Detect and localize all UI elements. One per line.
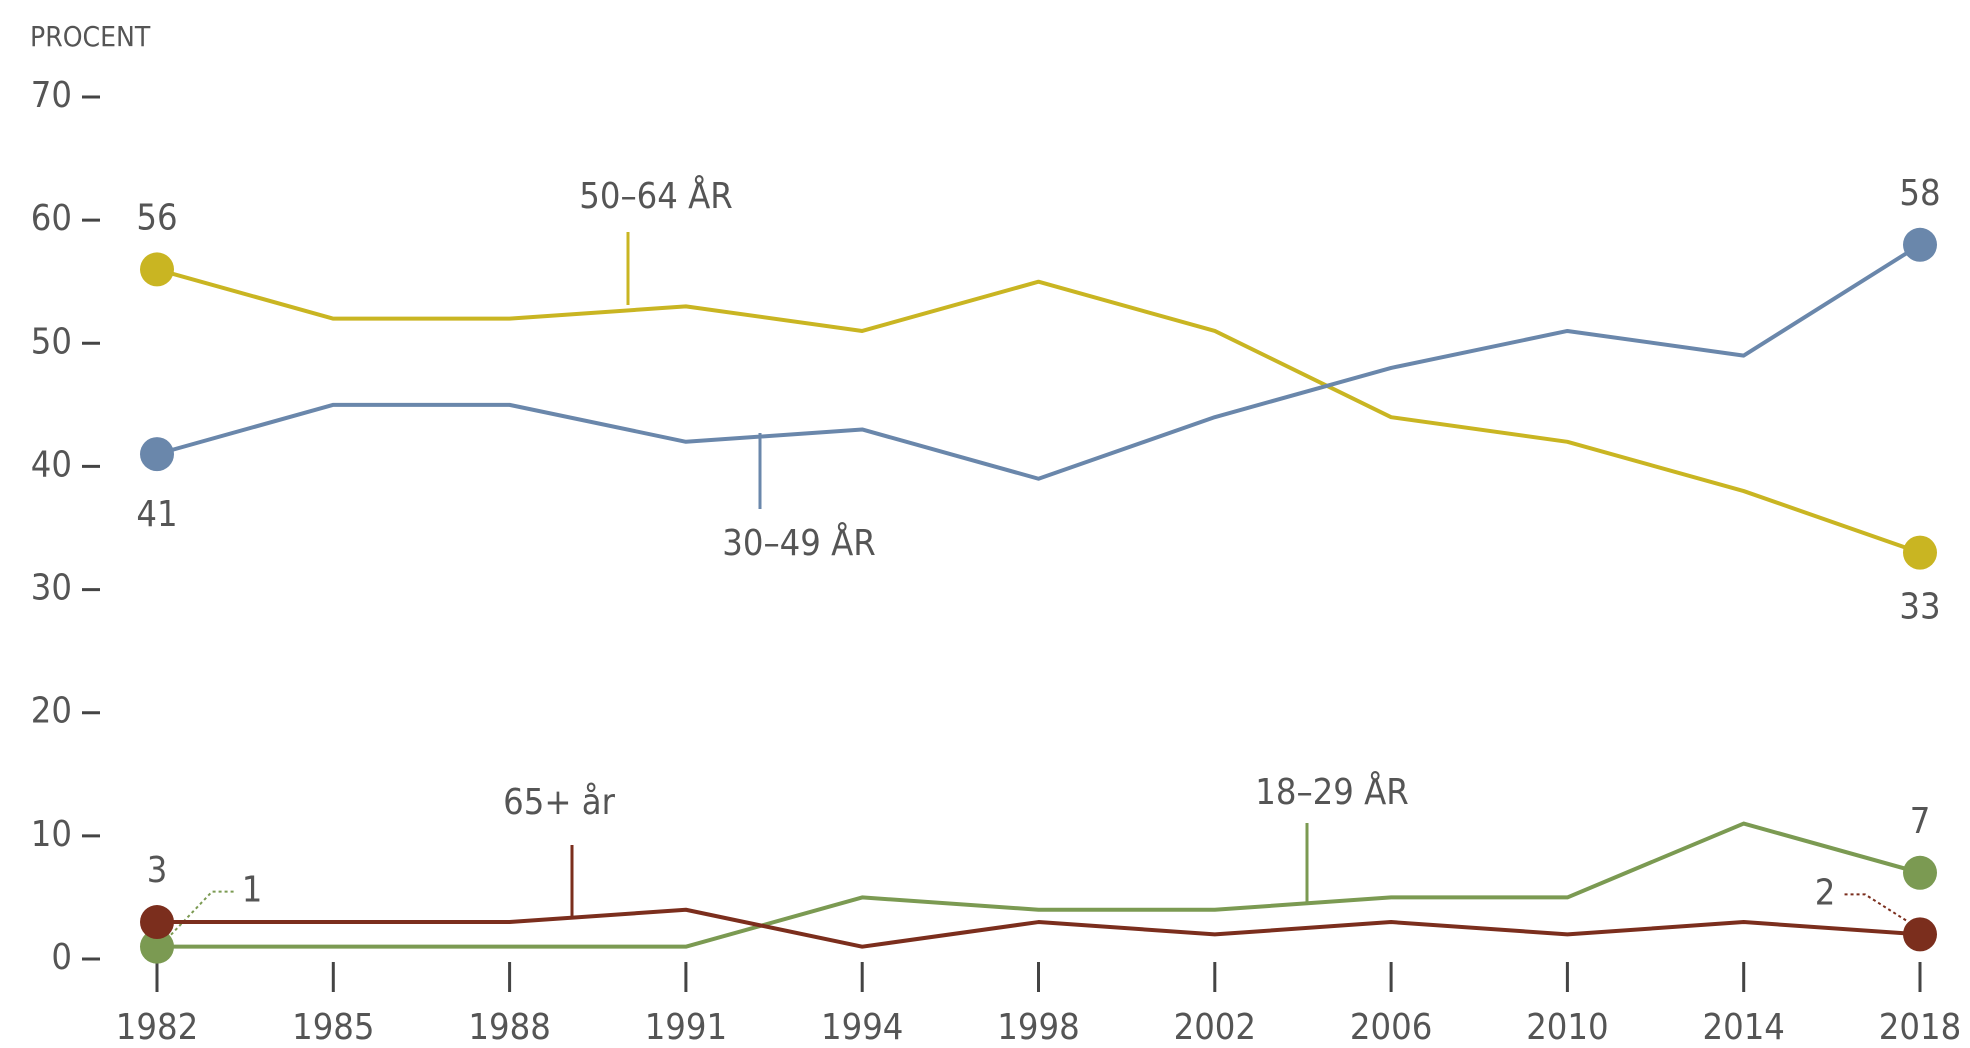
y-tick-label: 50 bbox=[31, 321, 72, 362]
y-tick-label: 40 bbox=[31, 444, 72, 485]
label-leader bbox=[1843, 893, 1907, 922]
x-tick-label: 2014 bbox=[1702, 1007, 1784, 1048]
x-tick-label: 1991 bbox=[645, 1007, 727, 1048]
end-point bbox=[140, 252, 174, 287]
data-label: 7 bbox=[1910, 801, 1931, 842]
series-label: 18–29 ÅR bbox=[1255, 770, 1409, 813]
data-label: 56 bbox=[136, 197, 177, 238]
y-tick-label: 60 bbox=[31, 198, 72, 239]
end-point bbox=[1903, 855, 1937, 890]
data-label: 2 bbox=[1815, 872, 1836, 913]
x-tick-label: 2018 bbox=[1879, 1007, 1961, 1048]
series-label: 30–49 ÅR bbox=[722, 521, 876, 564]
series-line bbox=[156, 267, 1921, 555]
x-tick-label: 2010 bbox=[1526, 1007, 1608, 1048]
end-point bbox=[1903, 535, 1937, 570]
x-tick-label: 1982 bbox=[116, 1007, 198, 1048]
x-tick-label: 2006 bbox=[1350, 1007, 1432, 1048]
y-tick-label: 0 bbox=[51, 937, 72, 978]
x-tick-label: 1985 bbox=[292, 1007, 374, 1048]
series-line bbox=[157, 907, 1921, 949]
x-tick-label: 2002 bbox=[1174, 1007, 1256, 1048]
data-label: 33 bbox=[1899, 587, 1940, 628]
y-tick-label: 70 bbox=[31, 75, 72, 116]
y-axis-label: PROCENT bbox=[30, 20, 151, 53]
x-tick-label: 1994 bbox=[821, 1007, 903, 1048]
end-point bbox=[140, 905, 174, 940]
series-label: 65+ år bbox=[503, 782, 615, 823]
end-point bbox=[140, 929, 174, 964]
label-leader bbox=[170, 890, 234, 936]
data-label: 58 bbox=[1899, 173, 1940, 214]
data-label: 41 bbox=[136, 494, 177, 535]
data-label: 1 bbox=[242, 870, 263, 911]
x-tick-label: 1998 bbox=[997, 1007, 1079, 1048]
x-tick-label: 1988 bbox=[468, 1007, 550, 1048]
y-tick-label: 20 bbox=[31, 691, 72, 732]
y-tick-label: 10 bbox=[31, 814, 72, 855]
series-line bbox=[157, 821, 1921, 949]
data-label: 3 bbox=[147, 850, 168, 891]
y-tick-label: 30 bbox=[31, 568, 72, 609]
end-point bbox=[1903, 227, 1937, 262]
series-line bbox=[156, 243, 1922, 481]
series-label: 50–64 ÅR bbox=[579, 174, 733, 217]
end-point bbox=[1903, 917, 1937, 952]
end-point bbox=[140, 437, 174, 472]
